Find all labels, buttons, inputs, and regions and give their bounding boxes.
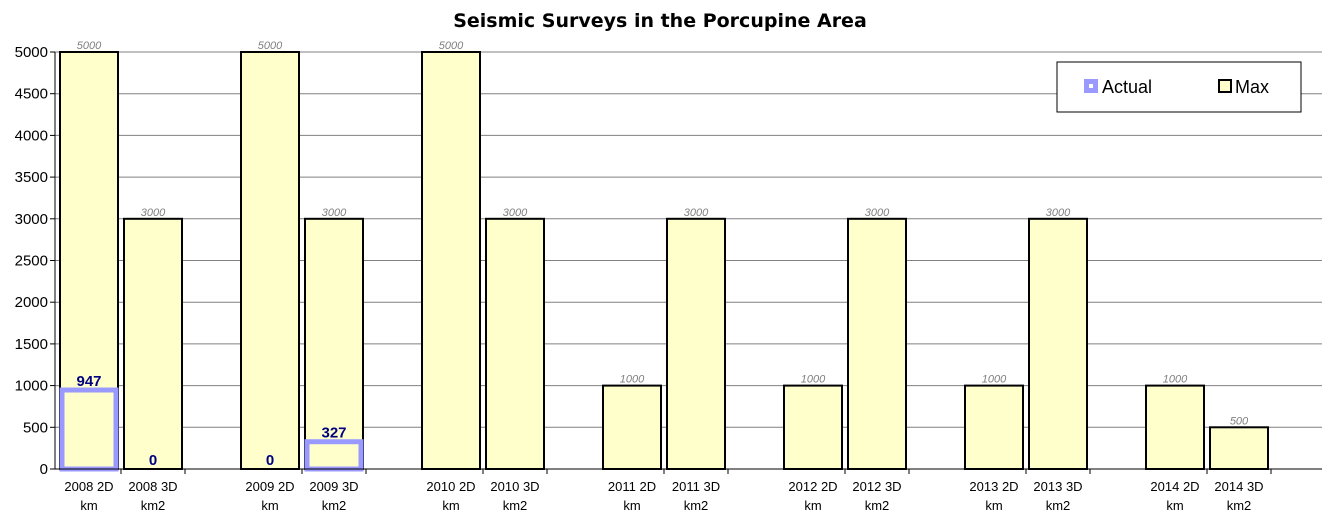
x-tick-label-unit: km xyxy=(1166,498,1183,513)
legend-label-actual: Actual xyxy=(1102,77,1152,97)
bars: 5000 947 3000 0 5000 0 3000 327 5000 3000 1000 3000… xyxy=(59,40,1269,472)
bar-actual-label: 0 xyxy=(149,452,157,469)
x-tick-label: 2009 3D xyxy=(309,479,358,494)
y-axis: 0 500 1000 1500 2000 2500 3000 3500 4000 4500 5000 xyxy=(15,44,56,478)
x-tick-label: 2014 2D xyxy=(1150,479,1199,494)
y-tick-label: 1500 xyxy=(15,336,48,353)
bar-max-label: 5000 xyxy=(77,40,102,52)
x-tick-label: 2008 3D xyxy=(128,479,177,494)
bar-max-label: 3000 xyxy=(684,207,709,219)
bar-max-label: 500 xyxy=(1230,415,1249,427)
x-tick-label-unit: km2 xyxy=(1227,498,1252,513)
bar-max-label: 1000 xyxy=(801,374,826,386)
x-tick-label: 2008 2D xyxy=(64,479,113,494)
y-tick-label: 3500 xyxy=(15,169,48,186)
y-tick-label: 4000 xyxy=(15,127,48,144)
bar-max-label: 3000 xyxy=(322,207,347,219)
x-tick-label: 2014 3D xyxy=(1214,479,1263,494)
bar-max xyxy=(964,384,1024,471)
bar-max xyxy=(240,51,300,470)
x-tick-label-unit: km2 xyxy=(684,498,709,513)
y-tick-label: 2000 xyxy=(15,294,48,311)
x-tick-label: 2011 2D xyxy=(608,479,656,494)
x-tick-label: 2013 2D xyxy=(969,479,1018,494)
x-tick-label: 2013 3D xyxy=(1033,479,1082,494)
y-tick-label: 4500 xyxy=(15,86,48,103)
x-axis: 2008 2D km 2008 3D km2 2009 2D km 2009 3D km2 20… xyxy=(55,468,1322,513)
bar-max xyxy=(304,217,364,470)
bar-max xyxy=(59,51,119,470)
x-tick-label-unit: km xyxy=(442,498,459,513)
x-tick-label-unit: km xyxy=(623,498,640,513)
y-tick-label: 1000 xyxy=(15,378,48,395)
bar-max-label: 1000 xyxy=(1163,374,1188,386)
y-tick-label: 500 xyxy=(23,419,48,436)
x-tick-label-unit: km2 xyxy=(865,498,890,513)
bar-max xyxy=(1145,384,1205,471)
bar-max xyxy=(421,51,481,470)
legend-swatch-max xyxy=(1218,79,1232,93)
bar-max-label: 1000 xyxy=(982,374,1007,386)
legend-swatch-actual-dot xyxy=(1089,84,1093,88)
bar-max-label: 3000 xyxy=(865,207,890,219)
bar-max-label: 5000 xyxy=(258,40,283,52)
x-tick-label: 2011 3D xyxy=(672,479,720,494)
x-tick-label-unit: km xyxy=(985,498,1002,513)
bar-max xyxy=(1209,426,1269,470)
bar-max-label: 3000 xyxy=(503,207,528,219)
bar-actual-label: 327 xyxy=(321,425,346,442)
x-tick-label-unit: km xyxy=(261,498,278,513)
bar-max xyxy=(783,384,843,471)
x-tick-label-unit: km2 xyxy=(141,498,166,513)
x-tick-label-unit: km xyxy=(80,498,97,513)
bar-max-label: 1000 xyxy=(620,374,645,386)
bar-max xyxy=(123,217,183,470)
bar-actual-label: 947 xyxy=(76,373,101,390)
x-tick-label: 2012 3D xyxy=(852,479,901,494)
bar-max xyxy=(1028,217,1088,470)
bar-max xyxy=(847,217,907,470)
bar-max xyxy=(602,384,662,471)
bar-max-label: 3000 xyxy=(1046,207,1071,219)
bar-actual-label: 0 xyxy=(266,452,274,469)
x-tick-label: 2009 2D xyxy=(245,479,294,494)
x-tick-label-unit: km2 xyxy=(322,498,347,513)
y-tick-label: 3000 xyxy=(15,211,48,228)
legend: Actual Max xyxy=(1056,61,1302,113)
y-tick-label: 5000 xyxy=(15,44,48,61)
x-tick-label: 2010 3D xyxy=(490,479,539,494)
y-tick-label: 2500 xyxy=(15,253,48,270)
x-tick-label: 2012 2D xyxy=(788,479,837,494)
x-tick-label-unit: km2 xyxy=(503,498,528,513)
chart-title: Seismic Surveys in the Porcupine Area xyxy=(453,10,867,32)
x-tick-label-unit: km2 xyxy=(1046,498,1071,513)
y-tick-label: 0 xyxy=(40,461,48,478)
bar-max xyxy=(666,217,726,470)
bar-max xyxy=(485,217,545,470)
bar-max-label: 5000 xyxy=(439,40,464,52)
legend-label-max: Max xyxy=(1235,77,1269,97)
x-tick-label-unit: km xyxy=(804,498,821,513)
bar-max-label: 3000 xyxy=(141,207,166,219)
x-tick-label: 2010 2D xyxy=(426,479,475,494)
